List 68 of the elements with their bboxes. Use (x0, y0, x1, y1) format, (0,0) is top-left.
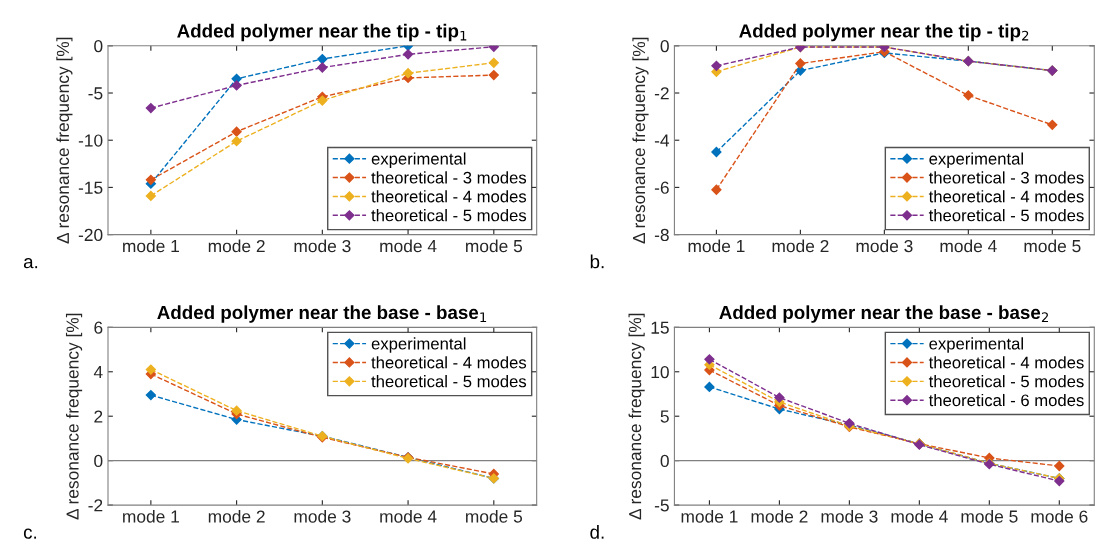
x-tick-label: mode 2 (751, 509, 808, 523)
x-tick-label: mode 4 (380, 239, 437, 253)
x-tick-label: mode 5 (961, 509, 1018, 523)
legend-label: theoretical - 3 modes (371, 171, 527, 184)
legend-label: experimental (371, 337, 466, 353)
x-tick-label: mode 6 (1031, 509, 1088, 523)
legend-label: theoretical - 5 modes (371, 375, 527, 388)
legend-label: experimental (929, 152, 1023, 168)
y-tick-label: 15 (651, 321, 669, 334)
x-tick-label: mode 2 (772, 239, 829, 253)
chart-title: Added polymer near the base - base$_{1}$ (157, 305, 487, 323)
y-tick-label: -15 (78, 181, 103, 194)
x-tick-label: mode 1 (688, 239, 745, 253)
text: b. (590, 254, 604, 269)
y-tick-label: -8 (654, 228, 669, 242)
legend-label: experimental (929, 337, 1023, 353)
y-tick-label: 0 (660, 39, 669, 53)
y-tick-label: -5 (88, 87, 103, 100)
y-tick-label: 5 (660, 410, 669, 423)
y-axis-title: Δ resonance frequency [%] (628, 313, 645, 520)
x-tick-label: mode 4 (891, 509, 948, 523)
y-tick-label: 10 (651, 365, 669, 379)
chart-title: Added polymer near the base - base$_{2}$ (719, 305, 1048, 323)
x-tick-label: mode 2 (208, 239, 265, 253)
legend-label: theoretical - 5 modes (928, 209, 1084, 222)
x-tick-label: mode 3 (294, 509, 351, 523)
legend-label: theoretical - 5 modes (371, 209, 527, 222)
y-tick-label: 2 (94, 410, 103, 423)
y-tick-label: -10 (78, 134, 103, 147)
legend-label: experimental (371, 152, 466, 168)
y-tick-label: -6 (654, 181, 669, 194)
legend-label: theoretical - 4 modes (371, 190, 527, 203)
chart-title: Added polymer near the tip - tip$_{2}$ (739, 23, 1029, 42)
x-tick-label: mode 3 (821, 509, 878, 523)
y-tick-label: 0 (94, 454, 103, 468)
text: a. (23, 258, 38, 269)
legend-label: theoretical - 4 modes (928, 190, 1084, 203)
chart-title: Added polymer near the tip - tip$_{1}$ (177, 23, 467, 42)
legend-label: theoretical - 4 modes (371, 356, 527, 369)
y-tick-label: -5 (654, 499, 669, 512)
y-axis-title: Δ resonance frequency [%] (632, 37, 649, 244)
legend-label: theoretical - 4 modes (928, 356, 1084, 369)
y-tick-label: -20 (78, 228, 103, 242)
x-tick-label: mode 2 (208, 509, 265, 523)
x-tick-label: mode 5 (466, 509, 523, 523)
y-tick-label: -2 (88, 499, 103, 512)
text: c. (23, 528, 37, 539)
x-tick-label: mode 4 (380, 509, 437, 523)
y-axis-title: Δ resonance frequency [%] (65, 313, 83, 520)
legend-label: theoretical - 5 modes (928, 375, 1084, 388)
y-tick-label: 6 (94, 321, 103, 334)
x-tick-label: mode 5 (466, 239, 523, 253)
y-tick-label: 0 (94, 39, 103, 53)
y-axis-title: Δ resonance frequency [%] (56, 37, 73, 244)
legend-label: theoretical - 6 modes (928, 393, 1084, 407)
text: d. (590, 525, 604, 539)
legend-label: theoretical - 3 modes (928, 171, 1084, 184)
y-tick-label: -2 (654, 87, 669, 100)
y-tick-label: 0 (660, 454, 669, 468)
x-tick-label: mode 3 (856, 239, 913, 253)
x-tick-label: mode 4 (940, 239, 997, 253)
x-tick-label: mode 5 (1024, 239, 1081, 253)
x-tick-label: mode 1 (681, 509, 738, 523)
x-tick-label: mode 1 (123, 239, 179, 253)
y-tick-label: -4 (654, 134, 670, 147)
x-tick-label: mode 1 (123, 509, 179, 523)
x-tick-label: mode 3 (294, 239, 351, 253)
y-tick-label: 4 (93, 366, 103, 379)
